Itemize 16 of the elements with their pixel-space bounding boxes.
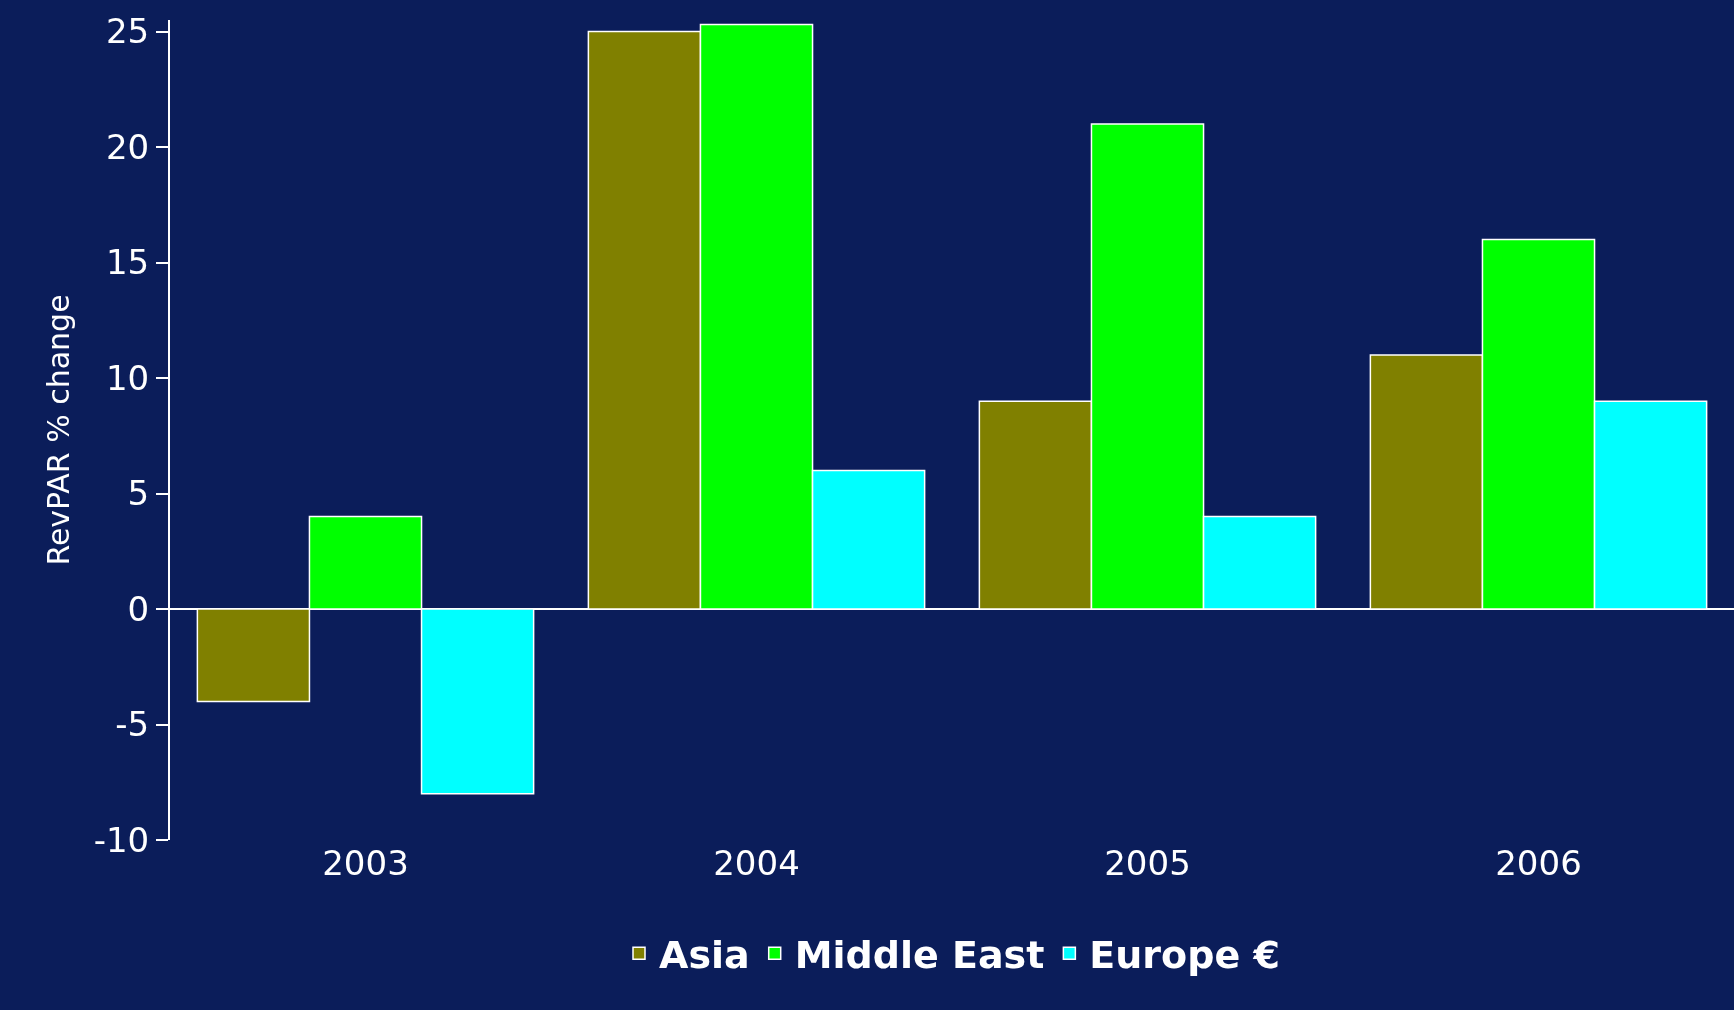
y-tick-label: 25 [105,11,150,52]
x-tick-label: 2006 [1495,843,1582,883]
legend-label: Asia [659,933,750,978]
x-tick-label: 2003 [322,843,409,883]
y-tick-label: 5 [127,473,150,514]
y-tick-label: 20 [105,126,150,167]
legend-label: Europe € [1089,933,1280,978]
y-tick-label: -10 [93,819,150,860]
y-tick-label: 10 [105,357,150,398]
y-tick-label: -5 [115,704,150,745]
x-tick-label: 2004 [713,843,800,883]
y-axis-title: RevPAR % change [41,294,77,566]
x-tick-label: 2005 [1104,843,1191,883]
y-tick-label: 0 [127,588,150,629]
y-tick-label: 15 [105,242,150,283]
legend-label: Middle East [794,933,1045,978]
